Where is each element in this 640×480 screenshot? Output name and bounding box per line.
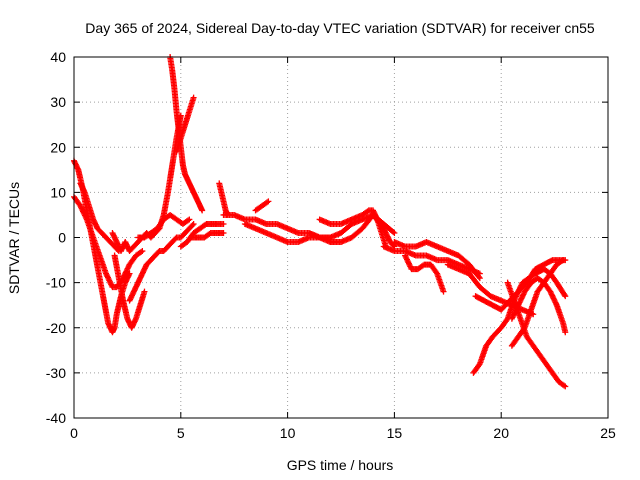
series-arc-25 bbox=[504, 279, 569, 390]
series-arc-9 bbox=[173, 94, 197, 155]
data-point bbox=[475, 273, 482, 280]
y-tick-label: 40 bbox=[50, 49, 66, 65]
data-point bbox=[138, 248, 145, 255]
x-tick-label: 0 bbox=[70, 425, 78, 441]
x-tick-label: 10 bbox=[280, 425, 296, 441]
y-tick-label: 10 bbox=[50, 184, 66, 200]
series-arc-15 bbox=[252, 198, 272, 214]
data-point bbox=[558, 257, 565, 264]
data-point bbox=[190, 94, 197, 101]
y-axis-label: SDTVAR / TECUs bbox=[6, 182, 22, 294]
data-point bbox=[390, 228, 397, 235]
data-point bbox=[560, 257, 567, 264]
series-arc-11 bbox=[188, 229, 227, 241]
data-point bbox=[561, 291, 568, 298]
series-arc-21 bbox=[402, 252, 447, 295]
data-point bbox=[560, 382, 567, 389]
data-point bbox=[199, 207, 206, 214]
y-tick-label: -10 bbox=[46, 275, 66, 291]
data-point bbox=[364, 208, 371, 215]
series-arc-26 bbox=[508, 257, 567, 349]
data-point bbox=[220, 220, 227, 227]
data-point bbox=[264, 199, 271, 206]
data-point bbox=[185, 217, 192, 224]
y-tick-label: -30 bbox=[46, 365, 66, 381]
data-point bbox=[190, 220, 197, 227]
chart-title: Day 365 of 2024, Sidereal Day-to-day VTE… bbox=[85, 20, 595, 36]
data-points bbox=[71, 54, 569, 390]
y-tick-label: 20 bbox=[50, 139, 66, 155]
x-tick-label: 25 bbox=[600, 425, 616, 441]
data-point bbox=[562, 383, 569, 390]
series-arc-7 bbox=[135, 211, 193, 241]
data-point bbox=[139, 248, 146, 255]
x-tick-labels: 0 5 10 15 20 25 bbox=[70, 425, 616, 441]
axis-ticks bbox=[73, 56, 609, 419]
y-tick-label: -20 bbox=[46, 320, 66, 336]
data-point bbox=[265, 198, 272, 205]
series-arc-6 bbox=[126, 220, 197, 304]
data-point bbox=[562, 329, 569, 336]
data-point bbox=[562, 293, 569, 300]
series-arc-17 bbox=[305, 211, 398, 241]
series-arc-20 bbox=[391, 239, 483, 282]
x-tick-label: 15 bbox=[387, 425, 403, 441]
grid bbox=[74, 57, 608, 418]
series-arc-2 bbox=[71, 193, 146, 291]
data-point bbox=[391, 229, 398, 236]
y-tick-label: 30 bbox=[50, 94, 66, 110]
x-tick-label: 5 bbox=[177, 425, 185, 441]
data-point bbox=[476, 275, 483, 282]
data-point bbox=[220, 229, 227, 236]
y-tick-labels: -40 -30 -20 -10 0 10 20 30 40 bbox=[46, 49, 66, 426]
series-arc-18 bbox=[327, 211, 398, 250]
series-arc-27 bbox=[508, 275, 569, 336]
data-point bbox=[141, 288, 148, 295]
data-point bbox=[189, 222, 196, 229]
data-point bbox=[440, 288, 447, 295]
series-arc-13 bbox=[220, 211, 334, 241]
series-arc-3 bbox=[77, 180, 122, 255]
y-tick-label: -40 bbox=[46, 410, 66, 426]
y-tick-label: 0 bbox=[58, 230, 66, 246]
x-tick-label: 20 bbox=[493, 425, 509, 441]
series-arc-24 bbox=[470, 266, 569, 376]
x-axis-label: GPS time / hours bbox=[287, 457, 394, 473]
series-arc-5 bbox=[111, 252, 148, 331]
data-point bbox=[186, 216, 193, 223]
